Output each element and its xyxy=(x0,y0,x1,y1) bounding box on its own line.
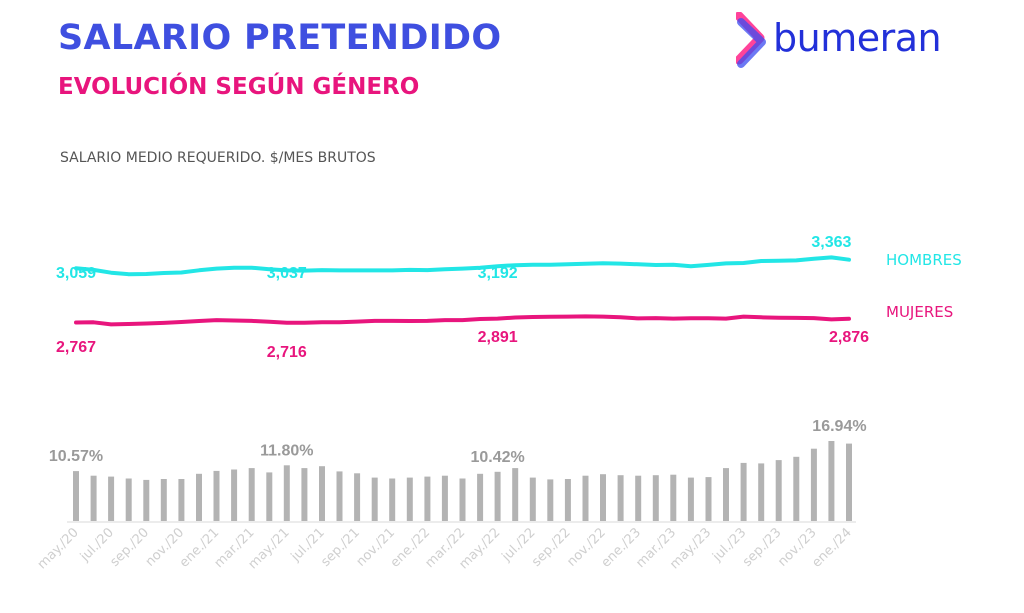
gap-bar xyxy=(723,468,729,521)
gap-bar xyxy=(758,463,765,521)
gap-bar xyxy=(441,475,448,521)
gap-value-label: 11.80% xyxy=(260,442,313,459)
gap-bar xyxy=(178,479,185,521)
gap-bar xyxy=(740,462,747,521)
gap-bar xyxy=(512,468,519,521)
gap-bar xyxy=(108,476,115,521)
hombres-line xyxy=(74,255,851,277)
gap-bar xyxy=(705,477,712,521)
hombres-value-label: 3,059 xyxy=(56,265,96,282)
gap-bar xyxy=(617,475,624,521)
hombres-legend: HOMBRES xyxy=(886,251,962,269)
gap-bar xyxy=(477,473,484,521)
mujeres-value-label: 2,876 xyxy=(829,329,869,346)
gap-bar xyxy=(143,479,150,521)
gap-bar xyxy=(459,478,466,521)
page-title: SALARIO PRETENDIDO xyxy=(58,18,502,58)
boomerang-icon xyxy=(734,11,766,68)
gap-bar xyxy=(389,478,396,521)
gap-bar xyxy=(775,460,782,521)
gap-value-label: 16.94% xyxy=(812,418,866,435)
gap-bar xyxy=(354,473,361,521)
gap-bar xyxy=(494,471,501,521)
gap-bar xyxy=(371,477,378,521)
gap-bar xyxy=(793,456,800,521)
gap-bar xyxy=(213,470,220,521)
mujeres-value-label: 2,716 xyxy=(267,344,307,361)
hombres-value-label: 3,037 xyxy=(267,265,307,282)
mujeres-value-label: 2,891 xyxy=(478,329,518,346)
hombres-value-label: 3,192 xyxy=(478,265,518,282)
x-tick-label: ene./24 xyxy=(809,525,854,570)
gap-bar xyxy=(564,479,571,521)
gap-bar xyxy=(687,477,694,521)
gap-bar xyxy=(529,477,536,521)
gap-bar xyxy=(73,471,79,521)
gap-bar xyxy=(160,479,167,521)
gap-bar xyxy=(231,469,238,521)
chart-caption: SALARIO MEDIO REQUERIDO. $/MES BRUTOS xyxy=(60,150,376,166)
gap-bar xyxy=(248,468,255,521)
gap-bar xyxy=(582,475,589,521)
gap-bar xyxy=(810,448,817,521)
mujeres-line xyxy=(74,314,851,327)
gap-bar xyxy=(652,475,659,521)
gap-value-label: 10.57% xyxy=(49,448,103,465)
mujeres-value-label: 2,767 xyxy=(56,339,96,356)
gap-bar xyxy=(125,478,132,521)
gap-value-label: 10.42% xyxy=(471,449,525,466)
gap-bar xyxy=(90,475,97,521)
gap-bar xyxy=(635,475,642,521)
gap-bar xyxy=(406,477,413,521)
gap-bar xyxy=(301,468,308,521)
gap-bar xyxy=(670,474,677,521)
page-subtitle: EVOLUCIÓN SEGÚN GÉNERO xyxy=(58,74,420,100)
line-layer: 3,059 3,037 3,192 3,363 2,767 2,716 2,891 2,876… xyxy=(56,234,962,361)
gap-bar xyxy=(283,465,290,521)
gap-bar xyxy=(846,443,852,521)
gap-bar xyxy=(319,466,325,521)
gap-bar xyxy=(336,471,343,521)
gap-bar xyxy=(196,473,202,521)
gap-bar xyxy=(424,476,431,521)
bar-layer: 10.57% 11.80% 10.42% 16.94% xyxy=(49,418,867,521)
gap-bar xyxy=(266,472,273,521)
logo-text: bumeran xyxy=(773,16,942,60)
gap-bar xyxy=(828,441,835,521)
x-tick-label: may./20 xyxy=(35,525,82,572)
gap-bar xyxy=(547,479,554,521)
hombres-value-label: 3,363 xyxy=(811,234,851,251)
axis-layer: may./20jul./20sep./20nov./20ene./21mar./… xyxy=(35,521,856,572)
mujeres-legend: MUJERES xyxy=(886,303,953,321)
bumeran-logo: bumeran xyxy=(734,11,976,70)
gap-bar xyxy=(600,474,606,521)
